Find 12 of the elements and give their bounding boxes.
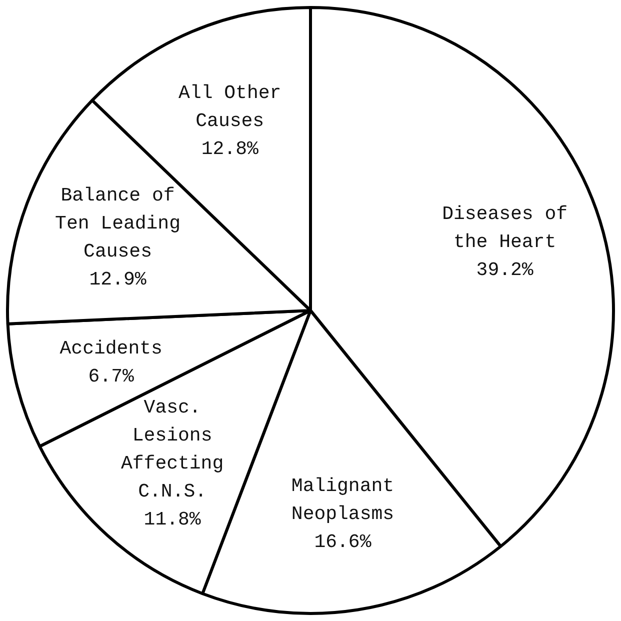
data-label: 39.2% <box>476 258 534 281</box>
slice-label: Vasc. Lesions Affecting C.N.S. <box>121 396 224 502</box>
data-label: 12.9% <box>89 268 147 291</box>
slice-label: Diseases of the Heart <box>442 202 568 253</box>
slice-label: All Other Causes <box>178 82 282 132</box>
slice-label: Balance of Ten Leading Causes <box>55 184 180 263</box>
data-label: 11.8% <box>144 508 202 530</box>
slice-label: Malignant Neoplasms <box>291 475 394 526</box>
slice-label: Accidents <box>60 337 162 360</box>
data-label: 6.7% <box>88 365 134 388</box>
data-label: 12.8% <box>201 138 259 160</box>
data-label: 16.6% <box>314 531 372 554</box>
